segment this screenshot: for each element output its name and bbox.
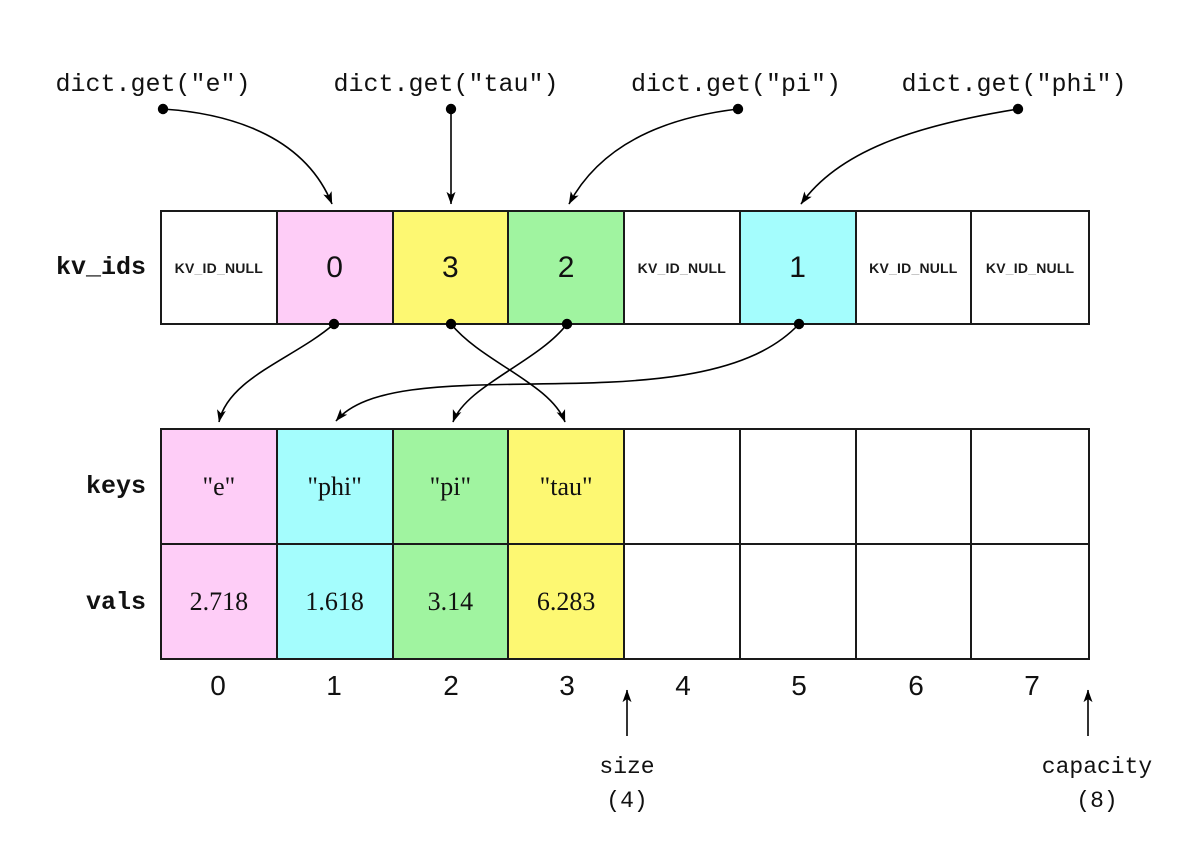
kv-ids-label: kv_ids (55, 253, 146, 282)
index-label-4: 4 (675, 670, 691, 701)
query-tau-dot (445, 103, 457, 115)
index-label-6: 6 (908, 670, 924, 701)
index-label-1: 1 (326, 670, 342, 701)
vals-label: vals (85, 588, 146, 617)
vals-cell-3: 6.283 (509, 545, 625, 658)
kv-ids-cell-7: KV_ID_NULL (972, 212, 1088, 323)
kv-ids-cell-3: 2 (509, 212, 625, 323)
keys-cell-4 (625, 430, 741, 543)
kv-ids-cell-1: 0 (277, 212, 394, 323)
arrow-kvid-3-to-entry-3 (450, 323, 566, 423)
index-label-3: 3 (559, 670, 575, 701)
vals-row: 2.718 1.618 3.14 6.283 (160, 545, 1090, 660)
keys-cell-3: "tau" (509, 430, 625, 543)
arrow-kvid-0-to-entry-0 (217, 323, 335, 423)
keys-cell-6 (857, 430, 973, 543)
query-pi-dot (732, 103, 744, 115)
vals-cell-6 (857, 545, 973, 658)
arrow-query-e-to-bucket-1 (162, 108, 333, 205)
arrow-query-phi-to-bucket-5 (800, 108, 1019, 205)
kv-ids-cell-6: KV_ID_NULL (857, 212, 973, 323)
capacity-label: capacity (1041, 754, 1153, 780)
index-label-7: 7 (1024, 670, 1040, 701)
arrow-kvid-1-to-entry-1 (335, 323, 800, 422)
keys-label: keys (85, 472, 146, 501)
kv-ids-cell-2: 3 (393, 212, 510, 323)
kv-id-null-text: KV_ID_NULL (174, 259, 264, 276)
kv-ids-cell-4: KV_ID_NULL (625, 212, 741, 323)
kv-id-null-text: KV_ID_NULL (637, 259, 727, 276)
size-value: (4) (606, 788, 648, 814)
keys-cell-5 (741, 430, 857, 543)
vals-cell-7 (972, 545, 1088, 658)
capacity-value: (8) (1076, 788, 1118, 814)
arrow-query-pi-to-bucket-3 (568, 108, 739, 205)
keys-cell-0: "e" (162, 430, 278, 543)
query-e-dot (157, 103, 169, 115)
vals-cell-2: 3.14 (393, 545, 510, 658)
kv-id-null-text: KV_ID_NULL (869, 259, 958, 276)
keys-cell-1: "phi" (277, 430, 394, 543)
keys-cell-7 (972, 430, 1088, 543)
query-label-pi: dict.get("pi") (630, 70, 842, 99)
keys-cell-2: "pi" (393, 430, 510, 543)
query-label-tau: dict.get("tau") (333, 70, 559, 99)
kv-ids-cell-0: KV_ID_NULL (162, 212, 278, 323)
index-label-0: 0 (210, 670, 226, 701)
size-label: size (599, 754, 655, 780)
index-label-5: 5 (791, 670, 807, 701)
query-phi-dot (1012, 103, 1024, 115)
vals-cell-4 (625, 545, 741, 658)
vals-cell-1: 1.618 (277, 545, 394, 658)
query-label-phi: dict.get("phi") (901, 70, 1127, 99)
vals-cell-5 (741, 545, 857, 658)
keys-row: "e" "phi" "pi" "tau" (160, 428, 1090, 545)
arrow-kvid-2-to-entry-2 (452, 323, 568, 423)
kv-ids-row: KV_ID_NULL 0 3 2 KV_ID_NULL 1 KV_ID_NULL… (160, 210, 1090, 325)
query-label-e: dict.get("e") (55, 70, 251, 99)
vals-cell-0: 2.718 (162, 545, 278, 658)
index-label-2: 2 (443, 670, 459, 701)
kv-ids-cell-5: 1 (740, 212, 857, 323)
kv-id-null-text: KV_ID_NULL (985, 259, 1075, 276)
